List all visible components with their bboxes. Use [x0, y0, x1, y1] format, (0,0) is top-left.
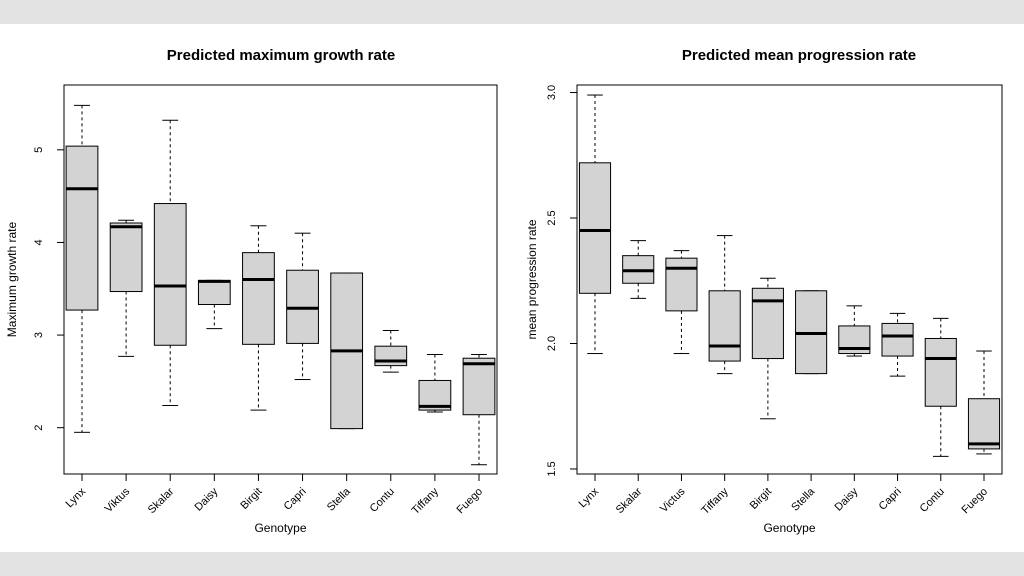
x-tick-label: Fuego: [960, 486, 991, 517]
iqr-box: [242, 252, 275, 345]
iqr-box: [197, 279, 231, 306]
y-tick-label: 2.0: [546, 336, 558, 351]
y-tick-label: 1.5: [546, 461, 558, 476]
chart-title: Predicted mean progression rate: [682, 47, 916, 64]
x-tick-label: Lynx: [576, 485, 601, 510]
box-tiffany: [418, 354, 452, 413]
x-tick-label: Contu: [368, 486, 397, 515]
boxplot-figure: Predicted maximum growth rate Maximum gro…: [5, 47, 1003, 535]
x-tick-label: Fuego: [455, 486, 486, 517]
chart-1: Predicted maximum growth rate Maximum gro…: [5, 47, 498, 535]
box-contu: [374, 329, 408, 373]
box-fuego: [967, 350, 1001, 455]
y-tick-label: 5: [33, 147, 45, 153]
x-tick-label: Viktus: [103, 485, 133, 515]
chart-2: Predicted mean progression rate mean prog…: [525, 47, 1003, 535]
x-tick-label: Daisy: [833, 485, 861, 513]
iqr-box: [374, 345, 408, 367]
iqr-box: [881, 322, 914, 357]
x-tick-label: Capri: [282, 486, 309, 513]
iqr-box: [153, 203, 187, 346]
iqr-box: [462, 357, 496, 416]
iqr-box: [751, 287, 784, 360]
box-victus: [665, 250, 698, 355]
y-tick-label: 3.0: [546, 85, 558, 100]
iqr-box: [967, 398, 1001, 450]
y-axis-label: Maximum growth rate: [5, 221, 19, 337]
x-tick-label: Tiffany: [410, 485, 442, 517]
chart-title: Predicted maximum growth rate: [167, 47, 395, 64]
box-tiffany: [708, 235, 741, 375]
box-birgit: [242, 225, 275, 411]
box-birgit: [751, 277, 784, 420]
iqr-box: [109, 222, 143, 293]
box-capri: [881, 312, 914, 377]
box-skalar: [622, 240, 655, 299]
iqr-box: [665, 257, 698, 312]
box-fuego: [462, 354, 496, 466]
box-capri: [286, 232, 319, 381]
x-tick-label: Skalar: [146, 485, 177, 516]
y-tick-label: 2.5: [546, 210, 558, 225]
box-contu: [924, 317, 957, 457]
y-tick-label: 2: [33, 425, 45, 431]
x-tick-label: Tiffany: [699, 485, 731, 517]
x-axis-label: Genotype: [254, 521, 306, 535]
x-tick-label: Stella: [325, 485, 354, 514]
box-lynx: [65, 104, 99, 433]
box-stella: [330, 272, 364, 430]
figure-panel: Predicted maximum growth rate Maximum gro…: [0, 24, 1024, 552]
box-stella: [795, 290, 828, 375]
x-tick-label: Stella: [789, 485, 818, 514]
box-skalar: [153, 119, 187, 406]
plot-frame: [576, 84, 1003, 475]
box-viktus: [109, 219, 143, 357]
y-tick-label: 3: [33, 332, 45, 338]
plot-frame: [63, 84, 498, 475]
x-tick-label: Victus: [658, 485, 688, 515]
y-axis-label: mean progression rate: [525, 219, 539, 339]
iqr-box: [65, 145, 99, 311]
x-axis-label: Genotype: [763, 521, 815, 535]
x-tick-label: Capri: [877, 486, 904, 513]
x-tick-label: Lynx: [63, 485, 88, 510]
x-tick-label: Daisy: [193, 485, 221, 513]
y-tick-label: 4: [33, 239, 45, 245]
x-tick-label: Contu: [918, 486, 947, 515]
box-daisy: [197, 279, 231, 330]
x-tick-label: Skalar: [614, 485, 645, 516]
iqr-box: [578, 162, 612, 294]
box-daisy: [838, 305, 871, 357]
x-tick-label: Birgit: [238, 486, 264, 512]
iqr-box: [708, 290, 741, 362]
box-lynx: [578, 94, 612, 355]
x-tick-label: Birgit: [748, 486, 774, 512]
iqr-box: [924, 337, 957, 407]
